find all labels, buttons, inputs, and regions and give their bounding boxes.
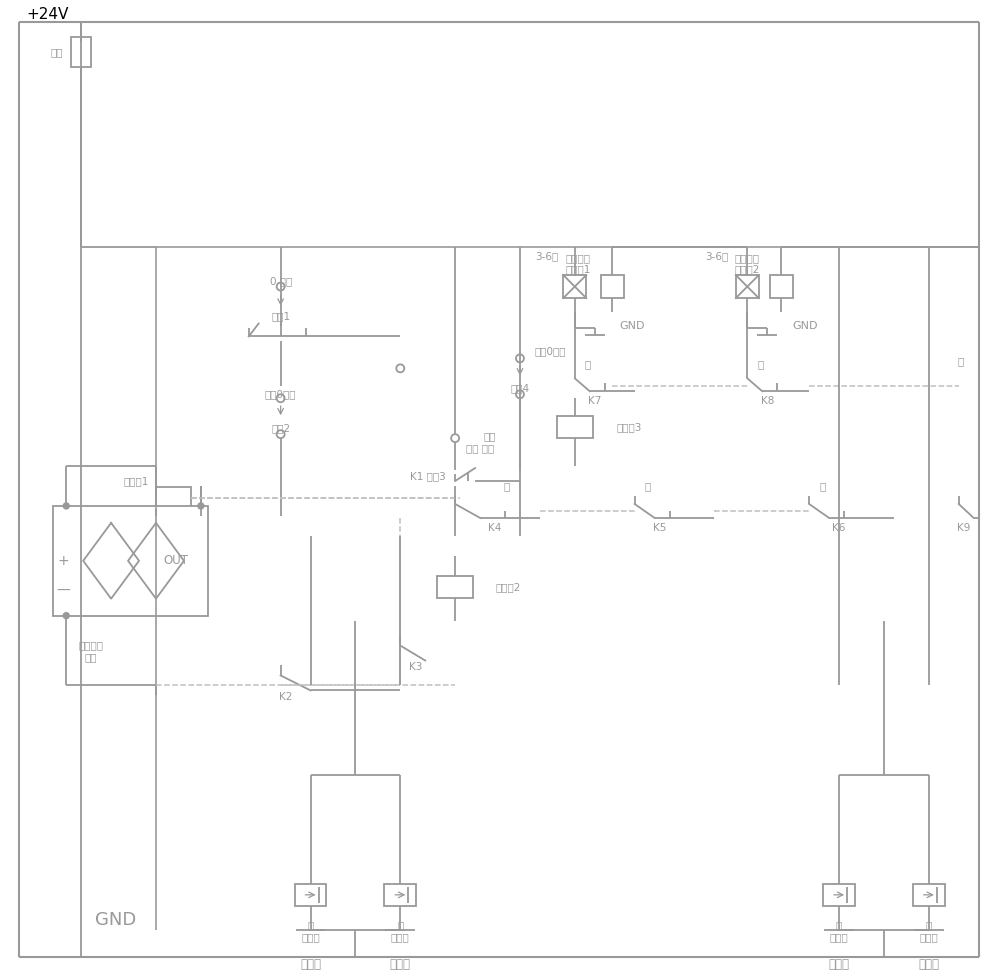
Text: K6: K6 bbox=[832, 523, 846, 533]
Text: K1 开兴3: K1 开兴3 bbox=[410, 471, 446, 481]
Circle shape bbox=[516, 354, 524, 362]
Text: K5: K5 bbox=[653, 523, 666, 533]
Bar bbox=[295, 884, 326, 906]
Text: 本: 本 bbox=[836, 919, 842, 930]
Text: 双振: 双振 bbox=[484, 431, 496, 441]
Text: 继电器1: 继电器1 bbox=[565, 264, 590, 274]
Text: 手动0自动: 手动0自动 bbox=[265, 389, 296, 399]
Text: 0 起振: 0 起振 bbox=[270, 276, 292, 287]
Text: 前振阀: 前振阀 bbox=[918, 958, 939, 971]
Circle shape bbox=[63, 613, 69, 619]
Text: K7: K7 bbox=[588, 396, 601, 406]
Text: 前振阀: 前振阀 bbox=[919, 932, 938, 942]
Text: 3-6秒: 3-6秒 bbox=[535, 252, 558, 262]
Text: 本: 本 bbox=[397, 919, 403, 930]
Bar bbox=[437, 576, 473, 597]
Text: +: + bbox=[57, 553, 69, 568]
Bar bbox=[557, 416, 593, 438]
Text: 大振阀: 大振阀 bbox=[390, 958, 411, 971]
Bar bbox=[156, 487, 191, 508]
Bar bbox=[53, 506, 208, 616]
Text: 继电器1: 继电器1 bbox=[124, 476, 149, 486]
Text: 左: 左 bbox=[645, 481, 651, 491]
Bar bbox=[71, 37, 91, 67]
Text: 右: 右 bbox=[585, 359, 591, 369]
Bar bbox=[823, 884, 855, 906]
Text: 延时接通: 延时接通 bbox=[735, 254, 760, 264]
Text: K2: K2 bbox=[279, 692, 292, 703]
Bar bbox=[601, 274, 624, 298]
Text: 右: 右 bbox=[958, 356, 964, 366]
Text: 开兴2: 开兴2 bbox=[271, 424, 290, 433]
Circle shape bbox=[63, 503, 69, 508]
Circle shape bbox=[451, 434, 459, 442]
Bar bbox=[563, 275, 586, 298]
Text: 前振 后振: 前振 后振 bbox=[466, 443, 494, 453]
Text: 左: 左 bbox=[819, 481, 825, 491]
Text: K9: K9 bbox=[957, 523, 970, 533]
Text: 开兴1: 开兴1 bbox=[271, 311, 290, 321]
Text: 小振阀: 小振阀 bbox=[300, 958, 321, 971]
Text: 开关: 开关 bbox=[85, 653, 97, 663]
Bar bbox=[770, 274, 793, 298]
Bar bbox=[384, 884, 416, 906]
Text: 本: 本 bbox=[307, 919, 314, 930]
Circle shape bbox=[277, 283, 285, 291]
Text: OUT: OUT bbox=[163, 554, 188, 567]
Text: 3-6秒: 3-6秒 bbox=[705, 252, 728, 262]
Text: GND: GND bbox=[95, 911, 137, 929]
Text: 右: 右 bbox=[757, 359, 764, 369]
Text: 左: 左 bbox=[504, 481, 510, 491]
Circle shape bbox=[516, 390, 524, 398]
Circle shape bbox=[277, 394, 285, 402]
Text: 继电器2: 继电器2 bbox=[495, 582, 520, 591]
Circle shape bbox=[396, 364, 404, 372]
Text: GND: GND bbox=[792, 321, 818, 332]
Text: 开兴4: 开兴4 bbox=[510, 384, 530, 393]
Bar bbox=[913, 884, 945, 906]
Text: K4: K4 bbox=[488, 523, 502, 533]
Text: 小振0大振: 小振0大振 bbox=[534, 346, 566, 356]
Text: 延时接通: 延时接通 bbox=[565, 254, 590, 264]
Text: +24V: +24V bbox=[26, 7, 69, 21]
Text: 后振阀: 后振阀 bbox=[829, 958, 850, 971]
Text: 保险: 保险 bbox=[50, 47, 63, 58]
Text: 后振阀: 后振阀 bbox=[830, 932, 848, 942]
Circle shape bbox=[198, 503, 204, 508]
Text: 继电器2: 继电器2 bbox=[735, 264, 760, 274]
Text: 本: 本 bbox=[926, 919, 932, 930]
Circle shape bbox=[277, 430, 285, 438]
Text: —: — bbox=[56, 584, 70, 597]
Text: GND: GND bbox=[620, 321, 645, 332]
Text: 继电器3: 继电器3 bbox=[617, 423, 642, 432]
Bar bbox=[736, 275, 759, 298]
Text: 行走中位: 行走中位 bbox=[79, 640, 104, 651]
Text: 大振阀: 大振阀 bbox=[391, 932, 410, 942]
Text: 小振阀: 小振阀 bbox=[301, 932, 320, 942]
Text: K3: K3 bbox=[409, 663, 422, 672]
Text: K8: K8 bbox=[761, 396, 774, 406]
